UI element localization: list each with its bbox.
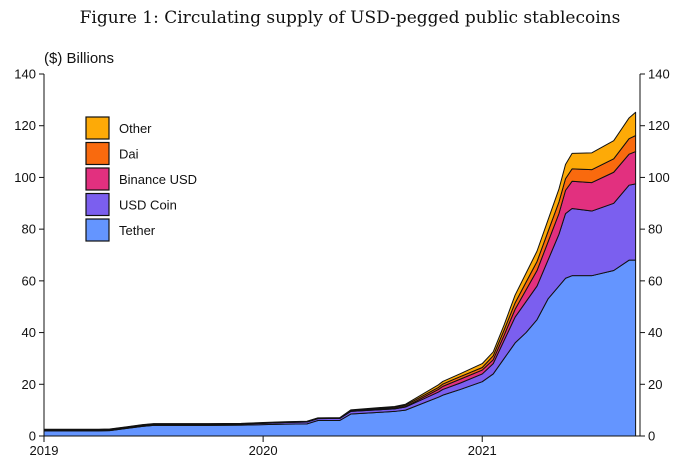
y-tick-label-left: 80 [22,222,36,237]
x-tick-label: 2021 [468,443,497,458]
legend-label: USD Coin [119,198,177,213]
legend-item-tether: Tether [85,218,156,242]
y-tick-label-right: 100 [648,170,670,185]
y-tick-label-right: 120 [648,118,670,133]
legend-swatch [85,218,110,242]
series-areas [43,111,637,437]
legend-item-binance-usd: Binance USD [85,167,197,191]
legend-label: Dai [119,147,139,162]
legend-item-dai: Dai [85,141,139,166]
y-tick-label-left: 20 [22,377,36,392]
axes [43,74,641,437]
y-tick-label-right: 80 [648,222,662,237]
legend-label: Binance USD [119,172,197,187]
legend-swatch [85,192,110,217]
y-tick-label-left: 140 [14,67,36,82]
legend-item-other: Other [85,116,152,140]
y-axis-left: 0 20 40 60 80 100 120 140 [14,67,44,444]
legend-swatch [85,141,110,166]
x-axis: 2019 2020 2021 [30,436,497,458]
legend-swatch [85,116,110,140]
legend-item-usd-coin: USD Coin [85,192,177,217]
legend-label: Tether [119,223,156,238]
y-tick-label-left: 120 [14,118,36,133]
y-tick-label-left: 100 [14,170,36,185]
y-tick-label-right: 60 [648,273,662,288]
legend-swatch [85,167,110,191]
y-tick-label-right: 40 [648,325,662,340]
legend-label: Other [119,121,152,136]
y-tick-label-left: 40 [22,325,36,340]
series-area-other [43,111,637,431]
y-tick-label-right: 140 [648,67,670,82]
y-tick-label-left: 60 [22,273,36,288]
y-tick-label-right: 0 [648,429,655,444]
y-tick-label-right: 20 [648,377,662,392]
legend: Other Dai Binance USD USD Coin Tether [85,116,197,242]
y-axis-right: 0 20 40 60 80 100 120 140 [640,67,670,444]
figure-title: Figure 1: Circulating supply of USD-pegg… [79,8,621,28]
y-axis-unit-label: ($) Billions [44,50,114,67]
x-tick-label: 2020 [249,443,278,458]
y-tick-label-left: 0 [29,429,36,444]
x-tick-label: 2019 [30,443,59,458]
